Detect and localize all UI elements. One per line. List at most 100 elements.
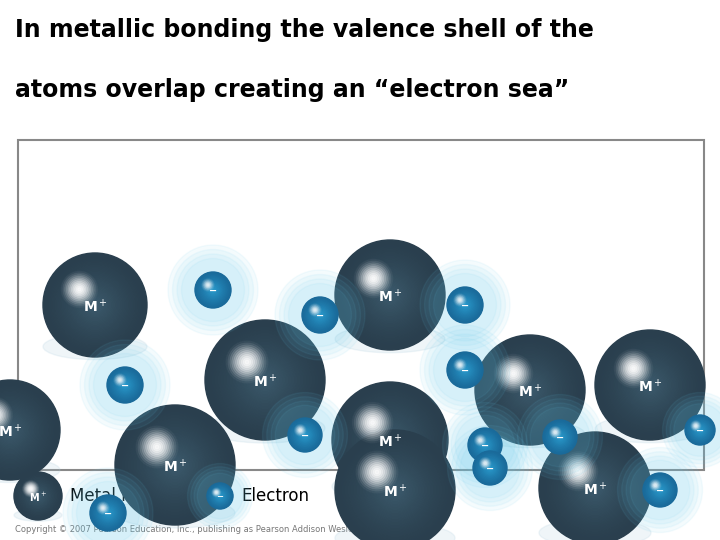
- Circle shape: [187, 463, 253, 529]
- Circle shape: [43, 253, 147, 357]
- Circle shape: [117, 377, 133, 393]
- Circle shape: [593, 487, 596, 489]
- Circle shape: [644, 474, 676, 507]
- Circle shape: [0, 420, 20, 440]
- Circle shape: [63, 468, 153, 540]
- Circle shape: [648, 478, 672, 502]
- Circle shape: [289, 284, 351, 347]
- Circle shape: [168, 457, 182, 472]
- Circle shape: [107, 511, 109, 515]
- Circle shape: [335, 240, 445, 350]
- Circle shape: [620, 355, 680, 415]
- Circle shape: [556, 433, 564, 441]
- Circle shape: [508, 368, 552, 412]
- Circle shape: [482, 442, 488, 448]
- Circle shape: [96, 501, 120, 525]
- Circle shape: [15, 473, 60, 519]
- Circle shape: [477, 437, 492, 453]
- Circle shape: [148, 438, 202, 492]
- Circle shape: [494, 354, 566, 426]
- Circle shape: [379, 474, 412, 507]
- Circle shape: [429, 269, 501, 341]
- Circle shape: [695, 425, 697, 427]
- Circle shape: [547, 424, 573, 450]
- Circle shape: [246, 361, 284, 400]
- Circle shape: [116, 376, 135, 394]
- Circle shape: [204, 281, 222, 299]
- Circle shape: [338, 243, 442, 347]
- Circle shape: [297, 427, 313, 443]
- Circle shape: [694, 424, 706, 436]
- Circle shape: [360, 410, 385, 435]
- Circle shape: [37, 495, 39, 497]
- Circle shape: [108, 368, 143, 402]
- Circle shape: [577, 470, 613, 506]
- Circle shape: [208, 323, 322, 437]
- Circle shape: [1, 421, 19, 438]
- Circle shape: [649, 480, 670, 500]
- Circle shape: [456, 296, 464, 303]
- Circle shape: [477, 455, 503, 481]
- Circle shape: [312, 308, 318, 312]
- Circle shape: [302, 297, 338, 333]
- Circle shape: [484, 444, 487, 447]
- Circle shape: [693, 423, 699, 429]
- Circle shape: [310, 305, 330, 325]
- Circle shape: [145, 435, 205, 495]
- Circle shape: [203, 280, 213, 290]
- Circle shape: [451, 356, 480, 384]
- Text: M$^+$: M$^+$: [0, 423, 22, 441]
- Circle shape: [218, 334, 312, 427]
- Circle shape: [292, 422, 318, 448]
- Circle shape: [551, 428, 559, 437]
- Circle shape: [219, 495, 221, 497]
- Circle shape: [87, 297, 103, 313]
- Circle shape: [97, 502, 109, 514]
- Circle shape: [343, 437, 448, 540]
- Circle shape: [621, 356, 679, 414]
- Circle shape: [114, 374, 136, 396]
- Circle shape: [196, 273, 230, 307]
- Circle shape: [555, 432, 564, 442]
- Circle shape: [657, 487, 663, 494]
- Circle shape: [339, 389, 441, 491]
- Circle shape: [596, 332, 703, 438]
- Text: −: −: [696, 426, 704, 436]
- Circle shape: [359, 265, 387, 293]
- Circle shape: [341, 391, 439, 489]
- Circle shape: [0, 381, 59, 479]
- Circle shape: [387, 437, 393, 443]
- Text: −: −: [481, 441, 489, 451]
- Circle shape: [617, 352, 683, 418]
- Circle shape: [358, 408, 422, 472]
- Circle shape: [621, 356, 646, 381]
- Circle shape: [312, 308, 327, 322]
- Circle shape: [217, 494, 222, 498]
- Text: In metallic bonding the valence shell of the: In metallic bonding the valence shell of…: [15, 18, 594, 42]
- Circle shape: [34, 492, 42, 500]
- Circle shape: [613, 348, 687, 422]
- Circle shape: [649, 480, 661, 491]
- Circle shape: [464, 369, 467, 372]
- Circle shape: [207, 284, 209, 286]
- Circle shape: [89, 349, 161, 421]
- Circle shape: [205, 282, 221, 298]
- Circle shape: [602, 337, 698, 433]
- Circle shape: [372, 277, 408, 313]
- Circle shape: [697, 427, 703, 433]
- Circle shape: [17, 475, 59, 517]
- Circle shape: [99, 504, 107, 511]
- Circle shape: [369, 464, 384, 480]
- Circle shape: [214, 329, 316, 431]
- Circle shape: [18, 476, 58, 516]
- Circle shape: [512, 372, 516, 375]
- Circle shape: [103, 508, 113, 518]
- Circle shape: [197, 473, 243, 519]
- Circle shape: [626, 362, 673, 408]
- Circle shape: [264, 379, 266, 381]
- Circle shape: [370, 275, 377, 282]
- Circle shape: [541, 435, 648, 540]
- Circle shape: [463, 303, 467, 307]
- Circle shape: [230, 345, 264, 379]
- Circle shape: [550, 443, 640, 533]
